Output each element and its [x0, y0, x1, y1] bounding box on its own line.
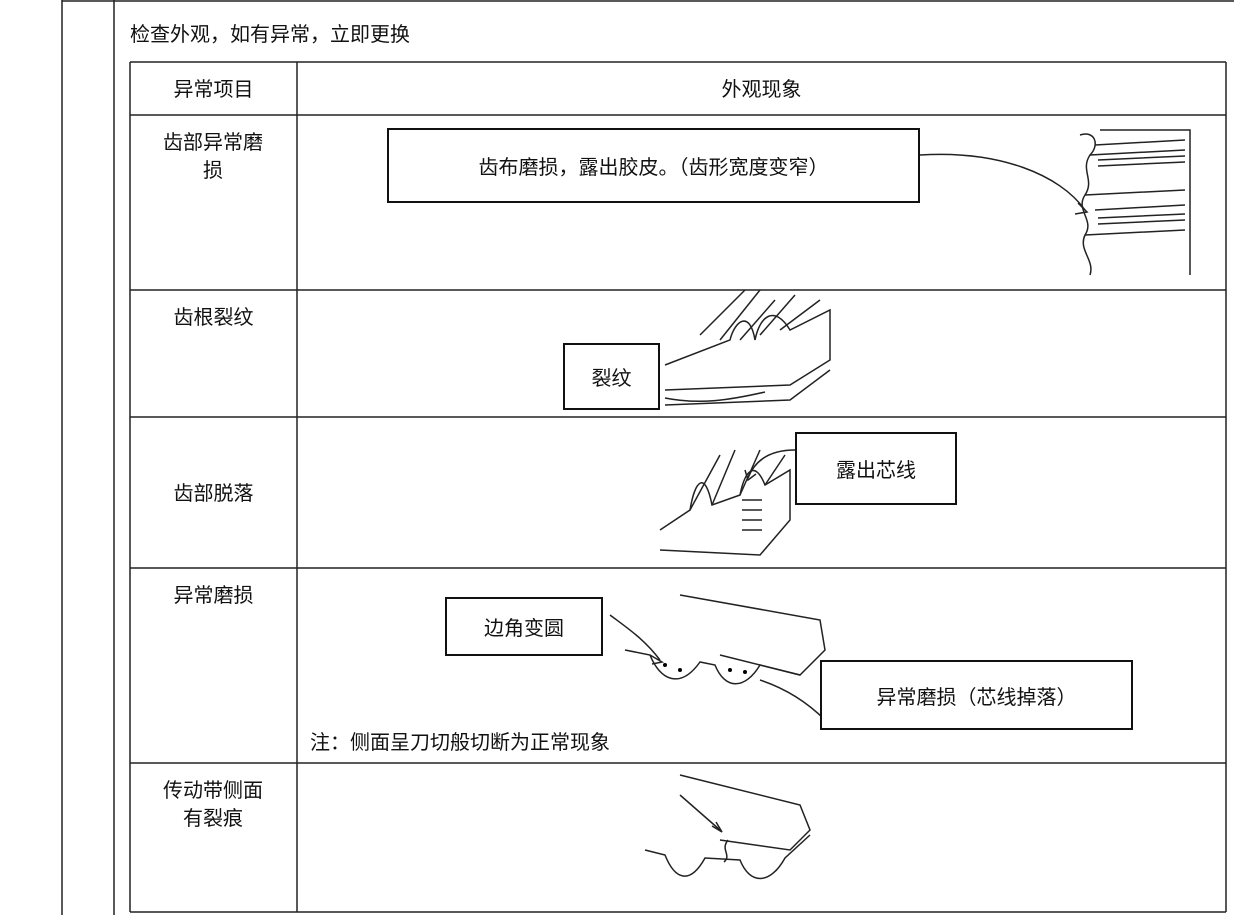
callout: 裂纹 — [563, 343, 660, 410]
callout: 露出芯线 — [795, 432, 957, 505]
item-cell: 齿部异常磨损 — [163, 130, 263, 182]
item-cell: 传动带侧面有裂痕 — [163, 778, 263, 830]
belt-sketch-4 — [609, 594, 826, 721]
belt-sketch-3 — [659, 449, 796, 556]
item-cell: 齿部脱落 — [173, 481, 254, 505]
belt-sketch-2 — [664, 289, 831, 406]
header-cell: 异常项目 — [173, 77, 254, 101]
item-cell: 异常磨损 — [173, 583, 254, 607]
belt-sketch-1 — [919, 129, 1191, 276]
note: 注：侧面呈刀切般切断为正常现象 — [310, 730, 610, 754]
header-cell: 外观现象 — [721, 77, 802, 101]
item-cell: 齿根裂纹 — [173, 305, 254, 329]
instruction: 检查外观，如有异常，立即更换 — [130, 22, 410, 46]
grid — [61, 0, 1234, 915]
callout: 异常磨损（芯线掉落） — [820, 660, 1133, 730]
belt-sketch-5 — [644, 774, 811, 880]
callout: 边角变圆 — [445, 597, 603, 656]
callout: 齿布磨损，露出胶皮。（齿形宽度变窄） — [387, 128, 920, 203]
